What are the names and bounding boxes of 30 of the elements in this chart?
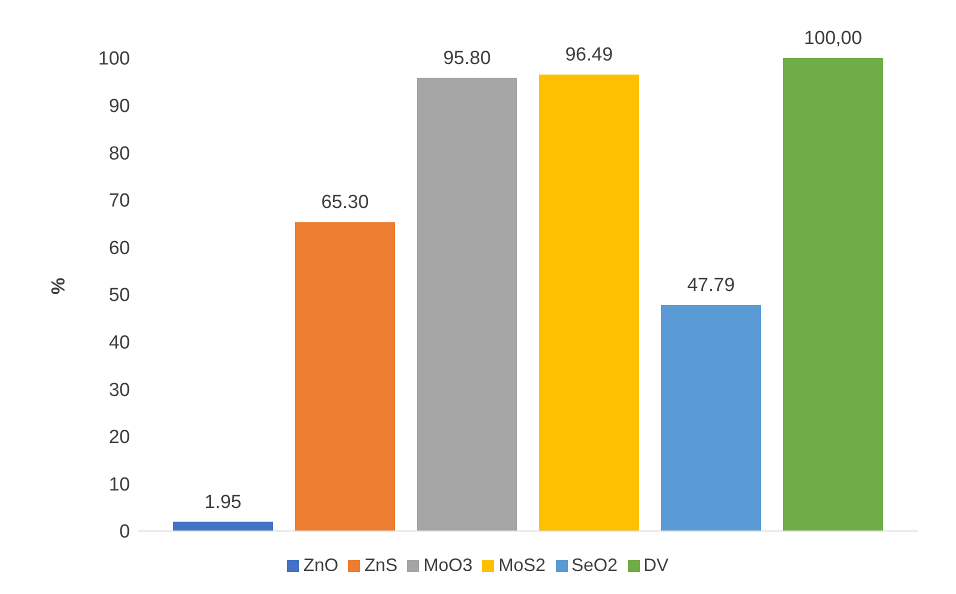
y-tick-label: 40 (108, 332, 130, 354)
bar (661, 304, 761, 531)
bar (539, 74, 639, 531)
data-label: 95.80 (443, 48, 491, 69)
data-label: 96.49 (565, 44, 613, 66)
y-tick-label: 10 (108, 474, 130, 496)
y-tick-label: 60 (108, 238, 130, 259)
bar (295, 222, 395, 531)
legend-label: ZnS (364, 555, 398, 575)
y-tick-label: 30 (108, 380, 130, 401)
legend-label: SeO2 (572, 555, 618, 575)
y-tick-label: 90 (108, 96, 130, 118)
y-tick-label: 50 (108, 285, 130, 306)
data-label: 65.30 (321, 192, 369, 214)
legend-label: DV (644, 555, 669, 575)
data-label: 47.79 (687, 274, 735, 296)
y-tick-label: 100 (98, 48, 130, 70)
y-tick-label: 80 (108, 143, 130, 164)
y-tick-label: 70 (108, 190, 130, 212)
data-label: 100,00 (804, 28, 862, 49)
bar (783, 58, 883, 531)
legend-label: MoO3 (423, 555, 472, 575)
legend-label: ZnO (303, 555, 338, 575)
data-label: 1.95 (204, 492, 242, 513)
y-tick-label: 20 (108, 427, 130, 448)
y-axis-title: % (48, 278, 70, 294)
bar (173, 522, 273, 531)
legend-label: MoS2 (498, 555, 546, 575)
y-tick-label: 0 (119, 522, 130, 543)
bar (417, 78, 517, 531)
